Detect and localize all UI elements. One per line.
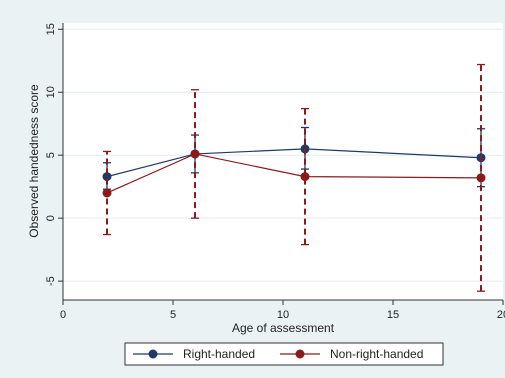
- data-point: [190, 149, 200, 159]
- x-tick-label: 5: [170, 309, 176, 321]
- data-point: [102, 188, 112, 198]
- x-tick-label: 10: [277, 309, 289, 321]
- x-tick-label: 20: [497, 309, 505, 321]
- legend-label: Non-right-handed: [330, 347, 423, 361]
- legend-label: Right-handed: [183, 347, 255, 361]
- data-point: [300, 172, 310, 182]
- legend-swatch-marker: [148, 349, 158, 359]
- plot-area: [63, 23, 503, 300]
- y-tick-label: -5: [45, 276, 57, 286]
- data-point: [476, 173, 486, 183]
- series-line: [106, 148, 482, 178]
- y-tick-label: 15: [45, 23, 57, 35]
- x-tick-label: 15: [387, 309, 399, 321]
- series-line: [106, 153, 482, 194]
- y-tick-label: 5: [45, 152, 57, 158]
- x-axis-title: Age of assessment: [232, 321, 335, 335]
- y-tick-label: 10: [45, 86, 57, 98]
- legend: Right-handed Non-right-handed: [124, 342, 444, 366]
- series-layer: [102, 63, 486, 292]
- axes: -5 0 5 10 15 0 5 10 15 20: [45, 23, 505, 321]
- y-axis-title: Observed handedness score: [27, 84, 41, 238]
- x-tick-label: 0: [60, 309, 66, 321]
- series-1: [102, 63, 486, 292]
- y-tick-label: 0: [45, 215, 57, 221]
- legend-swatch-marker: [295, 349, 305, 359]
